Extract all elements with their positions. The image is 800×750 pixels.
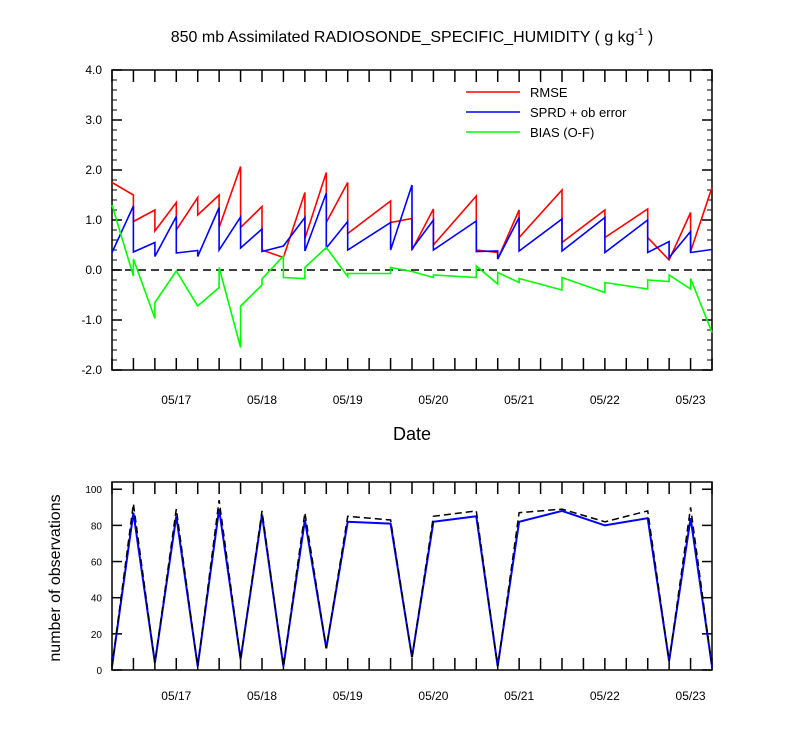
top-ticks xyxy=(111,69,713,371)
top-series-group xyxy=(111,166,713,348)
y-tick-label: 20 xyxy=(91,630,103,641)
y-tick-label: 1.0 xyxy=(85,213,102,227)
y-tick-label: 100 xyxy=(85,485,102,496)
y-tick-label: 60 xyxy=(91,558,103,569)
bottom-y-tick-labels: 0 20 40 60 80 100 xyxy=(85,485,102,677)
legend-label: BIAS (O-F) xyxy=(530,125,594,140)
x-tick-label: 05/20 xyxy=(418,689,448,703)
x-tick-label: 05/23 xyxy=(676,393,706,407)
y-tick-label: -2.0 xyxy=(81,363,102,377)
y-tick-label: -1.0 xyxy=(81,313,102,327)
x-tick-label: 05/18 xyxy=(247,393,277,407)
y-axis-label: number of observations xyxy=(47,494,64,661)
y-tick-label: 80 xyxy=(91,521,103,532)
bottom-series-group xyxy=(111,499,713,667)
x-tick-label: 05/20 xyxy=(418,393,448,407)
x-tick-label: 05/23 xyxy=(676,689,706,703)
y-tick-label: 40 xyxy=(91,594,103,605)
x-tick-label: 05/22 xyxy=(590,689,620,703)
top-y-tick-labels: -2.0 -1.0 0.0 1.0 2.0 3.0 4.0 xyxy=(81,63,102,377)
x-tick-label: 05/17 xyxy=(161,689,191,703)
legend-label: RMSE xyxy=(530,85,568,100)
y-tick-label: 0 xyxy=(96,666,102,677)
series-line-possible xyxy=(111,499,713,667)
y-tick-label: 3.0 xyxy=(85,113,102,127)
x-tick-label: 05/22 xyxy=(590,393,620,407)
x-tick-label: 05/17 xyxy=(161,393,191,407)
bottom-ticks xyxy=(111,482,713,671)
series-line-sprd-ob-error xyxy=(111,184,713,260)
chart-title: 850 mb Assimilated RADIOSONDE_SPECIFIC_H… xyxy=(171,27,654,46)
x-tick-label: 05/21 xyxy=(504,393,534,407)
x-tick-label: 05/18 xyxy=(247,689,277,703)
series-line-used xyxy=(111,508,713,667)
y-tick-label: 2.0 xyxy=(85,163,102,177)
bottom-x-tick-labels: 05/17 05/18 05/19 05/20 05/21 05/22 05/23 xyxy=(161,689,706,703)
y-tick-label: 4.0 xyxy=(85,63,102,77)
x-axis-label: Date xyxy=(393,424,431,444)
series-line-rmse xyxy=(111,166,713,262)
x-tick-label: 05/19 xyxy=(333,689,363,703)
legend: RMSE SPRD + ob error BIAS (O-F) xyxy=(466,85,627,140)
top-panel: -2.0-1.00.01.02.03.04.0 05/17 05/18 05/19 0… xyxy=(81,63,713,444)
top-x-tick-labels: 05/17 05/18 05/19 05/20 05/21 05/22 05/23 xyxy=(161,393,706,407)
x-tick-label: 05/19 xyxy=(333,393,363,407)
y-tick-label: 0.0 xyxy=(85,263,102,277)
legend-label: SPRD + ob error xyxy=(530,105,627,120)
series-line-bias-o-f xyxy=(111,204,713,348)
x-tick-label: 05/21 xyxy=(504,689,534,703)
